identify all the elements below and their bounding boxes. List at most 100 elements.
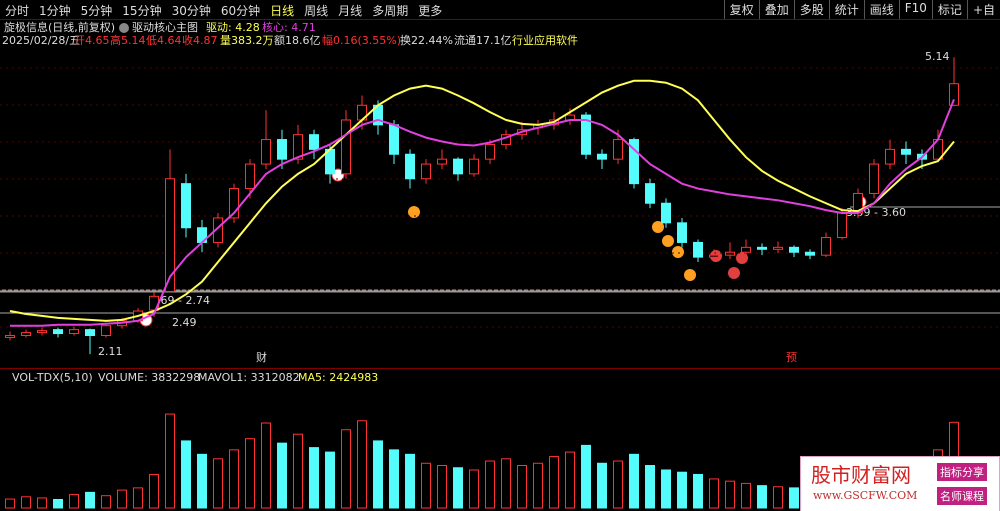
volume-bar (565, 451, 575, 509)
volume-bar (325, 451, 335, 509)
toolbar-button[interactable]: 叠加 (758, 0, 794, 19)
menu-item[interactable]: 日线 (270, 4, 295, 18)
volume-label: VOLUME: 3832298 (98, 371, 200, 384)
candle-body (949, 83, 959, 106)
menu-item[interactable]: 60分钟 (220, 4, 261, 18)
candle-body (293, 134, 303, 160)
toolbar-button[interactable]: +自 (966, 0, 1000, 19)
legend-drive: 驱动: 4.28 (206, 21, 260, 34)
menu-item[interactable]: 周线 (304, 4, 329, 18)
info-high: 高5.14 (110, 33, 146, 47)
info-range: 幅0.16(3.55%) (322, 34, 401, 47)
period-menu: 分时 1分钟 5分钟 15分钟 30分钟 60分钟 日线 周线 月线 多周期 更多 (0, 0, 447, 18)
signal (652, 221, 664, 233)
watermark-site: 股市财富网 (811, 463, 911, 487)
signal (684, 269, 696, 281)
candle-body (757, 246, 767, 250)
volume-bar (5, 498, 15, 509)
candle-body (869, 163, 879, 194)
candle-body (725, 251, 735, 256)
volume-title: VOL-TDX(5,10) (12, 371, 93, 384)
indicator-name: 驱动核心主图 (132, 20, 198, 34)
volume-bar (677, 471, 687, 509)
candle-body (805, 251, 815, 256)
candle-body (389, 124, 399, 155)
candle-body (421, 163, 431, 180)
volume-bar (37, 497, 47, 509)
volume-bar (741, 482, 751, 509)
volume-bar (117, 489, 127, 509)
candle-body (53, 329, 63, 335)
volume-bar (789, 487, 799, 509)
watermark-tag[interactable]: 名师课程 (937, 487, 987, 505)
info-low: 低4.64 (146, 34, 182, 47)
volume-bar (21, 496, 31, 509)
info-float: 流通17.1亿 (454, 33, 512, 47)
volume-bar (85, 491, 95, 509)
volume-bar (517, 465, 527, 509)
candle-body (629, 139, 639, 185)
volume-bar (277, 442, 287, 509)
volume-bar (261, 422, 271, 509)
volume-bar (549, 456, 559, 509)
watermark-tag[interactable]: 指标分享 (937, 463, 987, 481)
menu-item[interactable]: 分时 (5, 4, 30, 18)
toolbar-button[interactable]: 画线 (863, 0, 899, 19)
candle-body (69, 329, 79, 335)
candle-body (469, 158, 479, 175)
toolbar-button[interactable]: F10 (898, 0, 932, 19)
menu-item[interactable]: 更多 (418, 4, 443, 18)
volume-bar (389, 449, 399, 509)
volume-bar (629, 453, 639, 509)
volume-bar (165, 413, 175, 509)
candle-body (709, 254, 719, 258)
candle-body (773, 246, 783, 250)
candle-body (741, 246, 751, 253)
toolbar-button[interactable]: 多股 (793, 0, 829, 19)
candle-body (885, 148, 895, 165)
icon (119, 23, 129, 33)
stock-name: 旋极信息(日线,前复权) (4, 20, 115, 34)
menu-item[interactable]: 30分钟 (171, 4, 211, 18)
info-close: 收4.87 (182, 33, 218, 47)
candle-body (645, 183, 655, 204)
menu-item[interactable]: 月线 (338, 4, 363, 18)
signal (672, 246, 684, 258)
toolbar: 复权 叠加 多股 统计 画线 F10 标记 +自 (723, 0, 1000, 19)
volume-bar (645, 465, 655, 509)
annotation: 2.69 - 2.74 (150, 294, 210, 307)
candle-body (405, 153, 415, 180)
info-date: 2025/02/28/五 (2, 34, 80, 47)
volume-bar (453, 467, 463, 509)
volume-bar (597, 462, 607, 509)
candle-body (693, 241, 703, 258)
menu-item[interactable]: 1分钟 (39, 4, 71, 18)
volume-bar (485, 460, 495, 509)
volume-bar (69, 494, 79, 509)
candle-body (453, 158, 463, 175)
indicator-line (10, 99, 955, 327)
volume-bar (197, 453, 207, 509)
toolbar-button[interactable]: 统计 (828, 0, 864, 19)
candle-body (821, 237, 831, 256)
annotation: 5.14 (925, 50, 950, 63)
info-amount: 额18.6亿 (274, 34, 321, 47)
annotation: 2.49 (172, 316, 197, 329)
candle-body (341, 119, 351, 175)
volume-bar (693, 473, 703, 509)
candle-body (485, 143, 495, 160)
menu-item[interactable]: 多周期 (372, 4, 409, 18)
candle-body (597, 153, 607, 160)
toolbar-button[interactable]: 复权 (723, 0, 759, 19)
volume-bar (757, 485, 767, 509)
volume-bar (245, 438, 255, 509)
toolbar-button[interactable]: 标记 (931, 0, 967, 19)
menu-item[interactable]: 5分钟 (80, 4, 113, 18)
volume-bar (229, 449, 239, 509)
menu-item[interactable]: 15分钟 (122, 4, 162, 18)
candle-body (5, 335, 15, 338)
volume-bar (357, 420, 367, 509)
volume-bar (133, 487, 143, 509)
